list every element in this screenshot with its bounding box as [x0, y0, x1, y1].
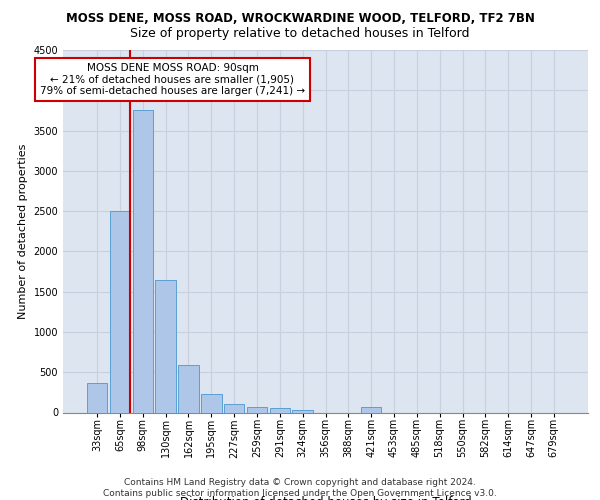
- X-axis label: Distribution of detached houses by size in Telford: Distribution of detached houses by size …: [179, 496, 472, 500]
- Bar: [269, 408, 290, 412]
- Bar: [247, 408, 267, 412]
- Bar: [133, 110, 153, 412]
- Bar: [292, 410, 313, 412]
- Text: Contains HM Land Registry data © Crown copyright and database right 2024.
Contai: Contains HM Land Registry data © Crown c…: [103, 478, 497, 498]
- Bar: [201, 394, 221, 412]
- Bar: [224, 404, 244, 412]
- Bar: [110, 211, 130, 412]
- Text: MOSS DENE MOSS ROAD: 90sqm
← 21% of detached houses are smaller (1,905)
79% of s: MOSS DENE MOSS ROAD: 90sqm ← 21% of deta…: [40, 63, 305, 96]
- Text: MOSS DENE, MOSS ROAD, WROCKWARDINE WOOD, TELFORD, TF2 7BN: MOSS DENE, MOSS ROAD, WROCKWARDINE WOOD,…: [65, 12, 535, 26]
- Bar: [178, 365, 199, 412]
- Text: Size of property relative to detached houses in Telford: Size of property relative to detached ho…: [130, 28, 470, 40]
- Bar: [87, 382, 107, 412]
- Bar: [361, 408, 382, 412]
- Bar: [155, 280, 176, 412]
- Y-axis label: Number of detached properties: Number of detached properties: [18, 144, 28, 319]
